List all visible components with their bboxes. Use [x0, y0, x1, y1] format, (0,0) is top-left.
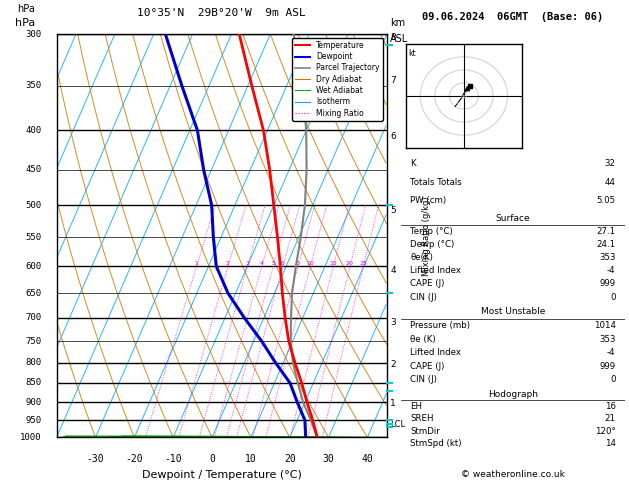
Text: -4: -4	[607, 266, 616, 275]
Text: 3: 3	[390, 318, 396, 327]
Text: 7: 7	[390, 76, 396, 86]
Text: 15: 15	[329, 261, 337, 266]
Text: 450: 450	[26, 165, 42, 174]
Text: kt: kt	[409, 49, 416, 58]
Text: 350: 350	[26, 81, 42, 90]
Text: 4: 4	[390, 266, 396, 275]
Text: 600: 600	[26, 262, 42, 271]
Text: 09.06.2024  06GMT  (Base: 06): 09.06.2024 06GMT (Base: 06)	[422, 12, 603, 22]
Text: 10: 10	[245, 453, 257, 464]
Text: StmDir: StmDir	[410, 427, 440, 435]
Text: 6: 6	[281, 261, 284, 266]
Text: 30: 30	[464, 89, 471, 94]
Text: 16: 16	[604, 402, 616, 411]
Text: 1000: 1000	[20, 433, 42, 442]
Text: 850: 850	[26, 379, 42, 387]
Text: 5.05: 5.05	[596, 196, 616, 205]
Text: 20: 20	[346, 261, 354, 266]
Text: 950: 950	[26, 416, 42, 425]
Text: 800: 800	[26, 358, 42, 367]
Text: 25: 25	[359, 261, 367, 266]
Text: Surface: Surface	[496, 213, 530, 223]
Text: 0: 0	[209, 453, 215, 464]
Text: 0: 0	[610, 293, 616, 302]
Text: CAPE (J): CAPE (J)	[410, 362, 445, 371]
Text: PW (cm): PW (cm)	[410, 196, 447, 205]
Text: 1014: 1014	[594, 321, 616, 330]
Text: hPa: hPa	[17, 4, 35, 14]
Text: LCL: LCL	[390, 420, 405, 429]
Text: 750: 750	[26, 336, 42, 346]
Text: Hodograph: Hodograph	[488, 389, 538, 399]
Text: K: K	[410, 159, 416, 168]
Text: 32: 32	[604, 159, 616, 168]
Text: 650: 650	[26, 289, 42, 297]
Text: 1: 1	[194, 261, 198, 266]
Text: SREH: SREH	[410, 414, 434, 423]
Text: CAPE (J): CAPE (J)	[410, 279, 445, 289]
Text: 1: 1	[390, 399, 396, 408]
Text: 21: 21	[604, 414, 616, 423]
Text: 900: 900	[26, 398, 42, 407]
Text: 24.1: 24.1	[596, 240, 616, 249]
Text: Dewp (°C): Dewp (°C)	[410, 240, 455, 249]
Text: 6: 6	[390, 132, 396, 141]
Text: km: km	[390, 18, 405, 28]
Text: 550: 550	[26, 233, 42, 242]
Text: 5: 5	[271, 261, 275, 266]
Text: -30: -30	[87, 453, 104, 464]
Text: -10: -10	[164, 453, 182, 464]
Text: 20: 20	[284, 453, 296, 464]
Text: 40: 40	[362, 453, 373, 464]
Text: Lifted Index: Lifted Index	[410, 348, 461, 357]
Text: θe(K): θe(K)	[410, 253, 433, 262]
Text: 10°35'N  29B°20'W  9m ASL: 10°35'N 29B°20'W 9m ASL	[137, 8, 306, 18]
Text: 4: 4	[260, 261, 264, 266]
Text: 300: 300	[26, 30, 42, 38]
Text: 999: 999	[599, 362, 616, 371]
Text: 2: 2	[390, 360, 396, 369]
Text: EH: EH	[410, 402, 422, 411]
Text: 700: 700	[26, 313, 42, 322]
Text: 353: 353	[599, 253, 616, 262]
Text: 30: 30	[323, 453, 335, 464]
Text: Mixing Ratio (g/kg): Mixing Ratio (g/kg)	[422, 196, 431, 276]
Text: 8: 8	[390, 33, 396, 42]
Text: Dewpoint / Temperature (°C): Dewpoint / Temperature (°C)	[142, 469, 302, 480]
Text: -4: -4	[607, 348, 616, 357]
Text: Temp (°C): Temp (°C)	[410, 226, 453, 236]
Text: © weatheronline.co.uk: © weatheronline.co.uk	[460, 469, 565, 479]
Text: 44: 44	[604, 177, 616, 187]
Text: CIN (J): CIN (J)	[410, 375, 437, 384]
Text: 20: 20	[467, 87, 474, 92]
Text: θe (K): θe (K)	[410, 334, 436, 344]
Text: 10: 10	[306, 261, 314, 266]
Text: 5: 5	[390, 206, 396, 215]
Text: Lifted Index: Lifted Index	[410, 266, 461, 275]
Text: StmSpd (kt): StmSpd (kt)	[410, 439, 462, 448]
Text: 0: 0	[610, 375, 616, 384]
Text: 27.1: 27.1	[596, 226, 616, 236]
Text: 353: 353	[599, 334, 616, 344]
Text: 120°: 120°	[595, 427, 616, 435]
Text: ASL: ASL	[390, 34, 408, 44]
Legend: Temperature, Dewpoint, Parcel Trajectory, Dry Adiabat, Wet Adiabat, Isotherm, Mi: Temperature, Dewpoint, Parcel Trajectory…	[292, 38, 383, 121]
Text: Totals Totals: Totals Totals	[410, 177, 462, 187]
Text: Pressure (mb): Pressure (mb)	[410, 321, 470, 330]
Text: 999: 999	[599, 279, 616, 289]
Text: 500: 500	[26, 201, 42, 209]
Text: Most Unstable: Most Unstable	[481, 308, 545, 316]
Text: hPa: hPa	[15, 18, 35, 28]
Text: 400: 400	[26, 126, 42, 135]
Text: 3: 3	[245, 261, 249, 266]
Text: 40: 40	[461, 95, 468, 100]
Text: 14: 14	[604, 439, 616, 448]
Text: 8: 8	[296, 261, 300, 266]
Text: 50: 50	[455, 103, 462, 107]
Text: -20: -20	[126, 453, 143, 464]
Text: CIN (J): CIN (J)	[410, 293, 437, 302]
Text: 2: 2	[226, 261, 230, 266]
